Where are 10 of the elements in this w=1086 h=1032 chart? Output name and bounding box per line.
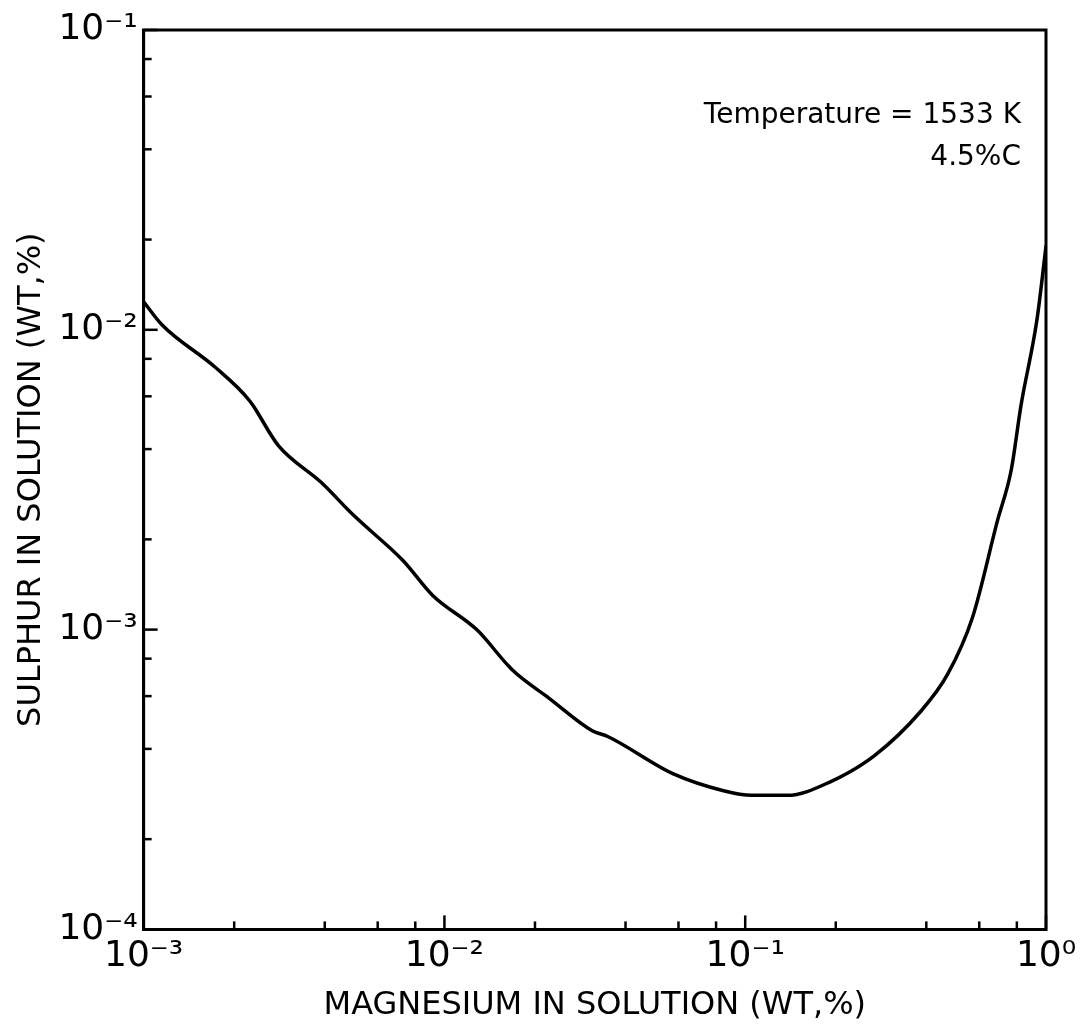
annotation: 4.5%C: [930, 139, 1021, 173]
y-tick-label: 10⁻¹: [58, 6, 138, 48]
x-tick-label: 10⁻¹: [705, 933, 785, 975]
annotation: Temperature = 1533 K: [702, 97, 1022, 131]
x-tick-label: 10⁻²: [404, 933, 485, 975]
x-axis-title: MAGNESIUM IN SOLUTION (WT,%): [323, 984, 867, 1023]
y-tick-label: 10⁻³: [58, 605, 138, 647]
y-axis-title: SULPHUR IN SOLUTION (WT,%): [9, 232, 48, 727]
x-tick-label: 10⁰: [1015, 933, 1077, 975]
y-tick-label: 10⁻²: [58, 306, 138, 348]
